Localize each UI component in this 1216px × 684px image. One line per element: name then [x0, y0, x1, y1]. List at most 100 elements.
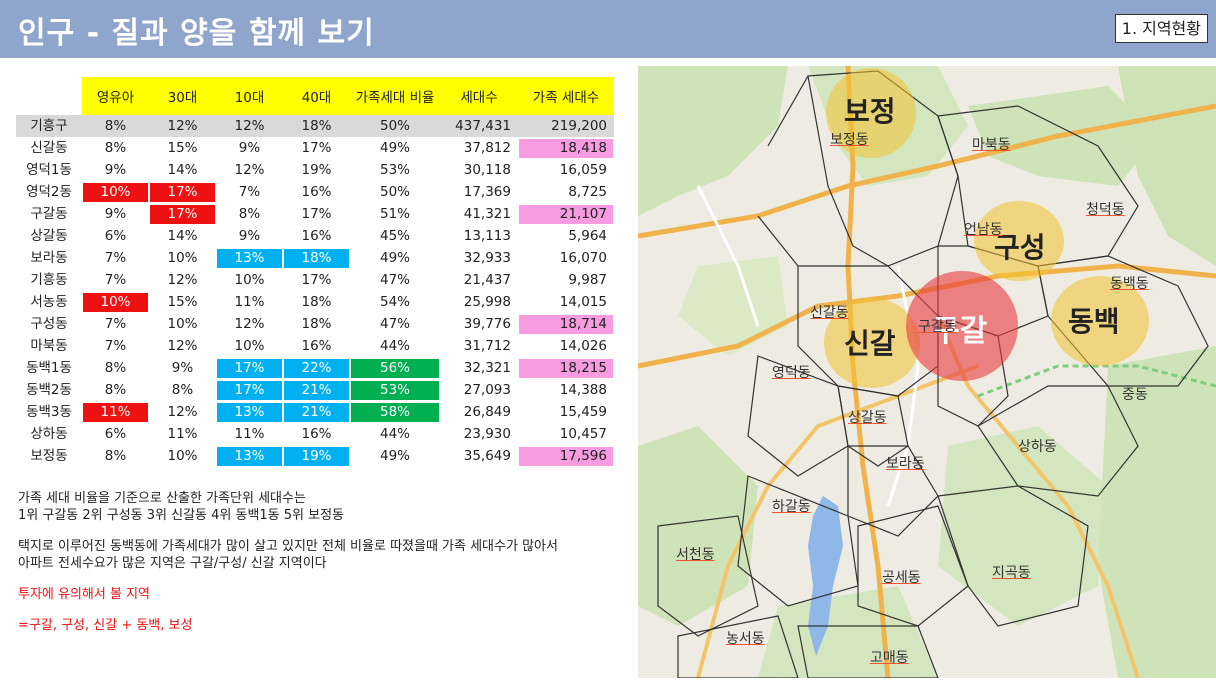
- table-cell: 7%: [82, 335, 149, 357]
- map-label: 청덕동: [1086, 202, 1125, 218]
- table-cell: 16%: [283, 423, 350, 445]
- table-cell: 32,933: [440, 247, 518, 269]
- cell-value: 10%: [234, 271, 265, 288]
- cell-value: 26,849: [463, 403, 511, 420]
- cell-value: 21,107: [519, 204, 613, 224]
- cell-value: 10%: [167, 447, 198, 464]
- cell-value: 17%: [301, 139, 332, 156]
- table-cell: 50%: [350, 115, 440, 137]
- map-big-label: 구성: [994, 231, 1046, 264]
- table-cell: 26,849: [440, 401, 518, 423]
- cell-value: 17%: [217, 358, 282, 378]
- cell-value: 39,776: [463, 315, 511, 332]
- note-line: 아파트 전세수요가 많은 지역은 구갈/구성/ 신갈 지역이다: [18, 556, 327, 571]
- table-cell: 7%: [82, 313, 149, 335]
- cell-value: 32,321: [463, 359, 511, 376]
- table-cell: 10%: [149, 445, 216, 467]
- table-row: 신갈동 8% 15% 9% 17% 49% 37,812 18,418: [16, 137, 614, 159]
- table-cell: 9%: [82, 203, 149, 225]
- cell-value: 7%: [104, 249, 127, 266]
- cell-value: 8,725: [568, 183, 607, 200]
- cell-value: 18%: [301, 315, 332, 332]
- table-cell: 9%: [216, 137, 283, 159]
- table-cell: 18,714: [518, 313, 614, 335]
- district-name-cell: 구갈동: [16, 203, 82, 225]
- cell-value: 13%: [217, 248, 282, 268]
- district-name-cell: 동백2동: [16, 379, 82, 401]
- table-header-row: 영유아 30대 10대 40대 가족세대 비율 세대수 가족 세대수: [16, 77, 614, 115]
- district-name-cell: 신갈동: [16, 137, 82, 159]
- cell-value: 10%: [83, 182, 148, 202]
- cell-value: 37,812: [463, 139, 511, 156]
- district-name-cell: 서농동: [16, 291, 82, 313]
- cell-value: 신갈동: [30, 139, 68, 156]
- cell-value: 영덕1동: [26, 161, 72, 178]
- cell-value: 13%: [217, 402, 282, 422]
- table-cell: 21,107: [518, 203, 614, 225]
- cell-value: 44%: [379, 425, 410, 442]
- table-cell: 53%: [350, 159, 440, 181]
- table-row: 보정동 8% 10% 13% 19% 49% 35,649 17,596: [16, 445, 614, 467]
- table-cell: 35,649: [440, 445, 518, 467]
- table-cell: 10%: [82, 291, 149, 313]
- cell-value: 16,059: [559, 161, 607, 178]
- table-cell: 8%: [82, 115, 149, 137]
- cell-value: 35,649: [463, 447, 511, 464]
- table-cell: 13,113: [440, 225, 518, 247]
- map-big-label: 신갈: [844, 327, 896, 360]
- map-label: 고매동: [870, 650, 909, 666]
- map-label: 지곡동: [992, 565, 1031, 581]
- table-cell: 23,930: [440, 423, 518, 445]
- table-cell: 30,118: [440, 159, 518, 181]
- table-cell: 13%: [216, 401, 283, 423]
- cell-value: 18%: [301, 117, 332, 134]
- column-header: 가족세대 비율: [350, 77, 440, 115]
- cell-value: 21,437: [463, 271, 511, 288]
- cell-value: 51%: [379, 205, 410, 222]
- cell-value: 11%: [234, 293, 265, 310]
- table-cell: 12%: [216, 313, 283, 335]
- table-cell: 14,015: [518, 291, 614, 313]
- cell-value: 10%: [167, 249, 198, 266]
- table-row: 동백3동 11% 12% 13% 21% 58% 26,849 15,459: [16, 401, 614, 423]
- cell-value: 54%: [379, 293, 410, 310]
- population-table: 영유아 30대 10대 40대 가족세대 비율 세대수 가족 세대수 기흥구 8%…: [16, 77, 614, 467]
- cell-value: 7%: [238, 183, 261, 200]
- table-row: 영덕1동 9% 14% 12% 19% 53% 30,118 16,059: [16, 159, 614, 181]
- table-cell: 14%: [149, 225, 216, 247]
- column-header: 40대: [283, 77, 350, 115]
- table-cell: 18%: [283, 247, 350, 269]
- table-cell: 12%: [149, 269, 216, 291]
- table-cell: 17,596: [518, 445, 614, 467]
- table-cell: 17%: [216, 357, 283, 379]
- table-cell: 47%: [350, 313, 440, 335]
- map-label: 공세동: [882, 570, 921, 586]
- table-cell: 27,093: [440, 379, 518, 401]
- cell-value: 18,714: [519, 314, 613, 334]
- table-cell: 5,964: [518, 225, 614, 247]
- column-header: 영유아: [82, 77, 149, 115]
- cell-value: 41,321: [463, 205, 511, 222]
- table-cell: 16%: [283, 181, 350, 203]
- cell-value: 19%: [284, 446, 349, 466]
- cell-value: 9%: [104, 161, 127, 178]
- district-name-cell: 기흥구: [16, 115, 82, 137]
- cell-value: 17%: [301, 271, 332, 288]
- table-cell: 32,321: [440, 357, 518, 379]
- table-cell: 21%: [283, 379, 350, 401]
- cell-value: 10%: [167, 315, 198, 332]
- table-cell: 7%: [216, 181, 283, 203]
- table-cell: 16,070: [518, 247, 614, 269]
- cell-value: 16%: [301, 425, 332, 442]
- cell-value: 8%: [104, 359, 127, 376]
- note-highlight: 투자에 유의해서 볼 지역: [18, 587, 150, 602]
- cell-value: 10,457: [559, 425, 607, 442]
- district-name-cell: 보정동: [16, 445, 82, 467]
- district-map: 보정 구성 신갈 동백 구갈 보정동 마북동 청덕동 언남동 동백동 신갈동 구…: [638, 66, 1216, 678]
- cell-value: 16,070: [559, 249, 607, 266]
- table-row: 상하동 6% 11% 11% 16% 44% 23,930 10,457: [16, 423, 614, 445]
- cell-value: 9%: [238, 139, 261, 156]
- table-row: 상갈동 6% 14% 9% 16% 45% 13,113 5,964: [16, 225, 614, 247]
- cell-value: 5,964: [568, 227, 607, 244]
- table-cell: 10%: [149, 247, 216, 269]
